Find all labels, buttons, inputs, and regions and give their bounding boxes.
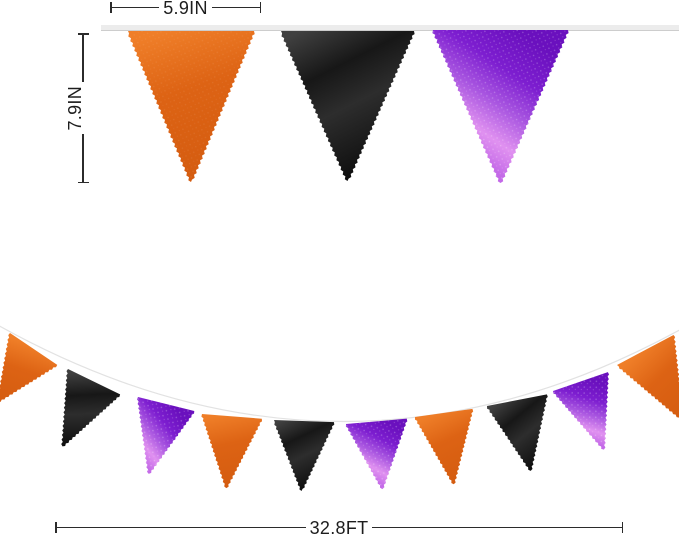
dimension-tick — [77, 181, 89, 183]
pennant-large-purple — [432, 30, 569, 183]
dimension-tick — [259, 2, 261, 13]
dimension-tick — [110, 2, 112, 13]
pennant-small-purple — [136, 397, 195, 474]
pennant-small-black — [61, 369, 121, 447]
dimension-tick — [55, 522, 57, 533]
hanging-ribbon — [101, 25, 679, 31]
flag-height-dimension: 7.9IN — [65, 33, 91, 183]
pennant-large-black — [281, 31, 415, 181]
dimension-line — [372, 526, 622, 529]
pennant-large-orange — [128, 31, 255, 182]
dimension-line — [82, 134, 84, 182]
pennant-small-black — [274, 420, 335, 492]
dimension-tick — [621, 522, 624, 533]
banner-length-label: 32.8FT — [309, 517, 369, 538]
dimension-line — [211, 6, 260, 9]
flag-width-label: 5.9IN — [163, 0, 208, 18]
dimension-line — [56, 526, 306, 529]
pennant-small-orange — [617, 334, 679, 421]
flag-width-dimension: 5.9IN — [110, 0, 261, 18]
pennant-small-orange — [414, 408, 474, 485]
dimension-line — [82, 34, 84, 82]
pennant-small-orange — [201, 414, 263, 489]
pennant-small-purple — [345, 418, 408, 490]
banner-length-dimension: 32.8FT — [55, 517, 624, 538]
dimension-line — [111, 6, 160, 9]
dimension-tick — [77, 33, 89, 35]
pennant-small-orange — [0, 333, 58, 402]
pennant-small-purple — [553, 372, 610, 450]
hanging-string — [0, 325, 679, 423]
flag-height-label: 7.9IN — [65, 85, 85, 131]
pennant-small-black — [487, 394, 548, 471]
